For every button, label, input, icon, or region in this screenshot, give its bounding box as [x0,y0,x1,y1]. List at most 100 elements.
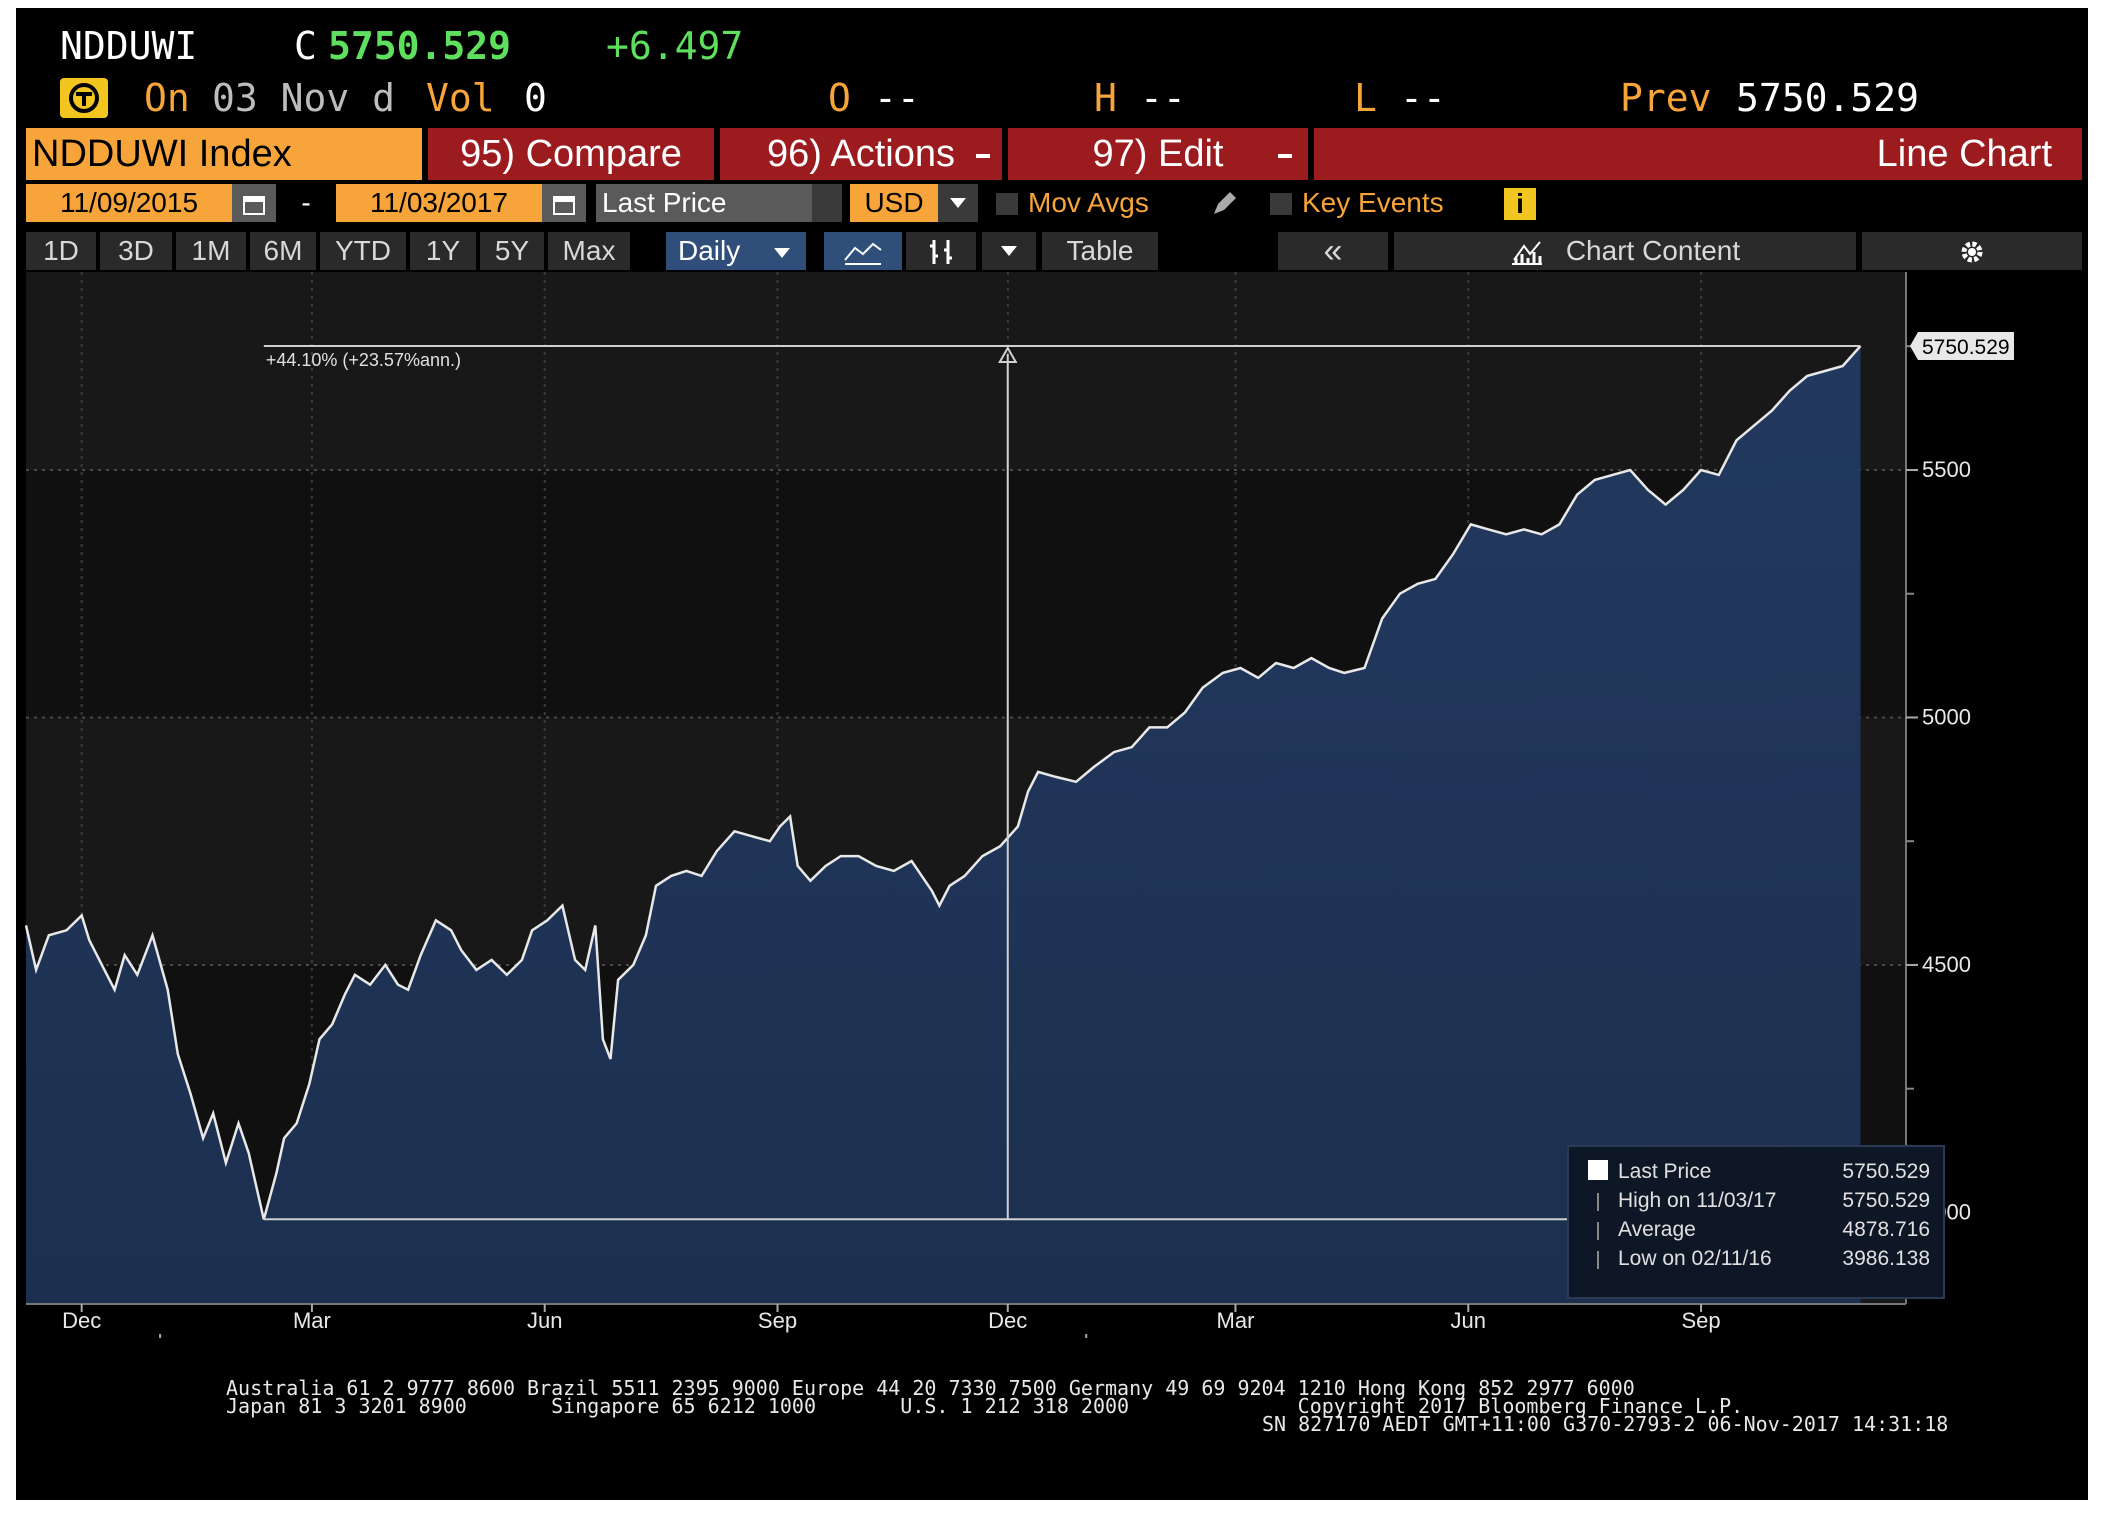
legend-last-price-swatch [1588,1160,1608,1180]
ticker-symbol: NDDUWI [60,24,198,68]
x-tick-label: Jun [527,1308,562,1333]
chart-content-button[interactable]: Chart Content [1394,232,1856,270]
open-value: -- [874,76,920,120]
x-tick-label: Mar [293,1308,331,1333]
key-events-checkbox[interactable]: Key Events [1270,184,1470,222]
settings-gear-icon[interactable] [1862,232,2082,270]
frequency-select[interactable]: Daily [666,232,806,270]
x-tick-label: Jun [1451,1308,1486,1333]
period-button[interactable]: 5Y [480,232,544,270]
bar-chart-icon[interactable] [906,232,976,270]
x-year-label: 2015 [39,1336,88,1338]
price-change: +6.497 [606,24,744,68]
chart-content-icon [1511,241,1542,265]
chart-legend: Last Price 5750.529 High on 11/03/17 5750.5… [1567,1145,1945,1299]
x-tick-label: Mar [1217,1308,1255,1333]
last-price-label: 5750.529 [1922,336,2010,359]
x-tick-label: Sep [1681,1308,1720,1333]
x-tick-label: Dec [988,1308,1027,1333]
high-value: -- [1140,76,1186,120]
line-chart-icon[interactable] [824,232,902,270]
y-tick-label: 5500 [1922,457,1971,482]
compare-button[interactable]: 95) Compare [428,128,714,180]
mov-avgs-label: Mov Avgs [1028,187,1149,218]
start-date-field[interactable]: 11/09/2015 [26,184,232,222]
legend-box [1567,1145,1945,1299]
price-field-select[interactable]: Last Price [596,184,812,222]
edit-menu[interactable]: 97) Edit [1008,128,1308,180]
y-tick-label: 4500 [1922,952,1971,977]
period-button[interactable]: 1M [176,232,246,270]
x-tick-label: Sep [758,1308,797,1333]
period-button[interactable]: YTD [320,232,406,270]
checkbox-icon [1270,193,1292,215]
period-button[interactable]: 3D [100,232,172,270]
chart-type-field[interactable]: Line Chart [1314,128,2082,180]
key-events-label: Key Events [1302,187,1444,218]
y-tick-label: 5000 [1922,704,1971,729]
x-year-label: 2016 [556,1336,605,1338]
actions-label: 96) Actions [767,133,955,175]
mov-avgs-checkbox[interactable]: Mov Avgs [996,184,1196,222]
pencil-icon[interactable] [1204,184,1244,222]
footer-session-info: SN 827170 AEDT GMT+11:00 G370-2793-2 06-… [1262,1412,1949,1436]
x-tick-label: Dec [62,1308,101,1333]
plot-band [26,272,1906,470]
period-button[interactable]: 6M [250,232,316,270]
chart-area [24,345,1862,1304]
legend-entry-value: 5750.529 [1842,1189,1930,1212]
y-axis-background [1906,272,2088,1304]
price-chart: +44.10% (+23.57%ann.) 400045005000550057… [24,272,2088,1338]
edit-label: 97) Edit [1092,133,1224,175]
alert-icon[interactable] [60,78,108,118]
chevron-down-icon [950,198,966,208]
last-price-flag [1910,331,2014,360]
on-label: On [144,76,190,120]
legend-entry-value: 5750.529 [1842,1160,1930,1183]
x-axis: Dec Mar Jun Sep Dec Mar Jun Sep 2015 2016 2017 [26,1303,1906,1338]
legend-entry-label: Average [1618,1218,1696,1241]
legend-entry-value: 3986.138 [1842,1247,1930,1270]
period-button[interactable]: Max [548,232,630,270]
date-range-dash: - [301,187,311,218]
frequency-label: Daily [678,235,741,266]
frequency-dropdown-icon [774,248,790,258]
price-field-dropdown-icon[interactable] [812,184,842,222]
security-field[interactable]: NDDUWI Index [26,128,422,180]
currency-select[interactable]: USD [850,184,938,222]
change-arrow-icon [998,345,1018,363]
end-calendar-icon[interactable] [542,184,586,222]
period-button[interactable]: 1D [26,232,96,270]
price-line [24,345,1862,1220]
close-price: 5750.529 [328,24,512,68]
x-year-label: 2017 [1479,1336,1528,1338]
actions-dropdown-icon [976,154,990,158]
edit-dropdown-icon [1278,154,1292,158]
checkbox-icon [996,193,1018,215]
prev-value: 5750.529 [1736,76,1920,120]
volume-label: Vol [426,76,495,120]
quote-date: 03 Nov d [212,76,396,120]
close-prefix: C [294,24,317,68]
info-icon[interactable]: i [1504,188,1536,220]
chart-content-label: Chart Content [1565,235,1741,266]
low-label: L [1354,76,1377,120]
end-date-field[interactable]: 11/03/2017 [336,184,542,222]
start-calendar-icon[interactable] [232,184,276,222]
change-annotation-label: +44.10% (+23.57%ann.) [266,350,461,370]
legend-entry-value: 4878.716 [1842,1218,1930,1241]
collapse-panel-button[interactable]: « [1278,232,1388,270]
prev-label: Prev [1620,76,1712,120]
table-button[interactable]: Table [1042,232,1158,270]
legend-entry-label: High on 11/03/17 [1618,1189,1776,1212]
chevron-down-icon [1001,246,1017,256]
currency-dropdown-icon[interactable] [938,184,978,222]
period-button[interactable]: 1Y [410,232,476,270]
price-area [26,346,1861,1304]
actions-menu[interactable]: 96) Actions [720,128,1002,180]
chart-style-dropdown[interactable] [982,232,1036,270]
volume-value: 0 [524,76,547,120]
bloomberg-terminal-window: NDDUWI C 5750.529 +6.497 On 03 Nov d Vol… [16,8,2088,1500]
low-value: -- [1400,76,1446,120]
